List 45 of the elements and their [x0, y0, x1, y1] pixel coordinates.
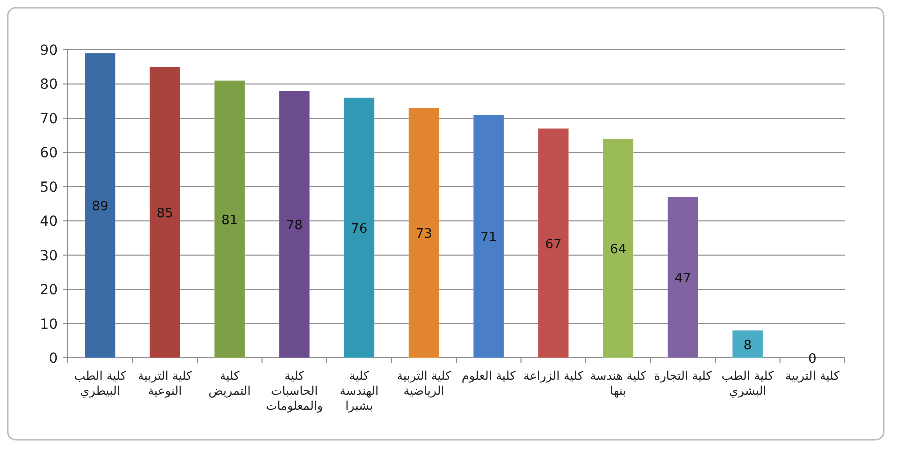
y-tick-label: 50: [40, 180, 58, 196]
bar: [538, 128, 570, 358]
y-tick-label: 80: [40, 77, 58, 94]
data-label: 78: [286, 218, 303, 234]
x-tick-label: كلية الهندسة بشبرا: [340, 369, 379, 413]
data-label: 47: [674, 272, 692, 287]
y-tick-label: 40: [40, 214, 58, 230]
bar: [668, 196, 699, 358]
data-label: 0: [808, 352, 817, 367]
bar: [473, 114, 504, 358]
y-tick-label: 30: [40, 248, 58, 264]
y-tick-label: 90: [40, 43, 58, 59]
bar: [732, 330, 764, 358]
bar: [602, 138, 634, 358]
y-tick-label: 0: [49, 351, 58, 367]
x-tick-label: كلية الطب البيطري: [74, 369, 127, 398]
y-tick-label: 60: [40, 146, 58, 162]
data-label: 89: [92, 200, 109, 215]
y-tick-label: 20: [40, 282, 58, 299]
y-tick-label: 70: [40, 111, 58, 128]
x-tick-label: كلية الطب البشري: [722, 369, 774, 398]
data-label: 85: [156, 206, 174, 222]
x-tick-label: كلية التربية النوعية: [138, 369, 192, 398]
x-tick-label: كلية الحاسبات والمعلومات: [266, 369, 324, 413]
x-tick-label: كلية التمريض: [208, 369, 251, 398]
y-tick-label: 10: [40, 316, 58, 333]
bar: [214, 80, 246, 358]
bar: [279, 90, 310, 358]
data-label: 8: [744, 338, 752, 354]
bar: [408, 108, 440, 358]
data-label: 67: [545, 237, 562, 252]
x-tick-label: كلية التجارة: [654, 369, 712, 383]
data-label: 81: [222, 213, 238, 228]
x-tick-label: كلية الزراعة: [524, 369, 584, 383]
bar: [344, 98, 375, 358]
x-tick-label: كلية العلوم: [462, 369, 516, 383]
bar: [150, 66, 181, 358]
data-label: 76: [351, 222, 368, 237]
data-label: 71: [480, 230, 498, 246]
data-label: 64: [610, 242, 627, 258]
bar: [84, 53, 116, 358]
x-tick-label: كلية هندسة بنها: [590, 369, 647, 398]
x-tick-label: كلية التربية الرياضية: [397, 369, 452, 398]
x-tick-label: كلية التربية: [786, 369, 840, 383]
data-label: 73: [416, 227, 432, 242]
